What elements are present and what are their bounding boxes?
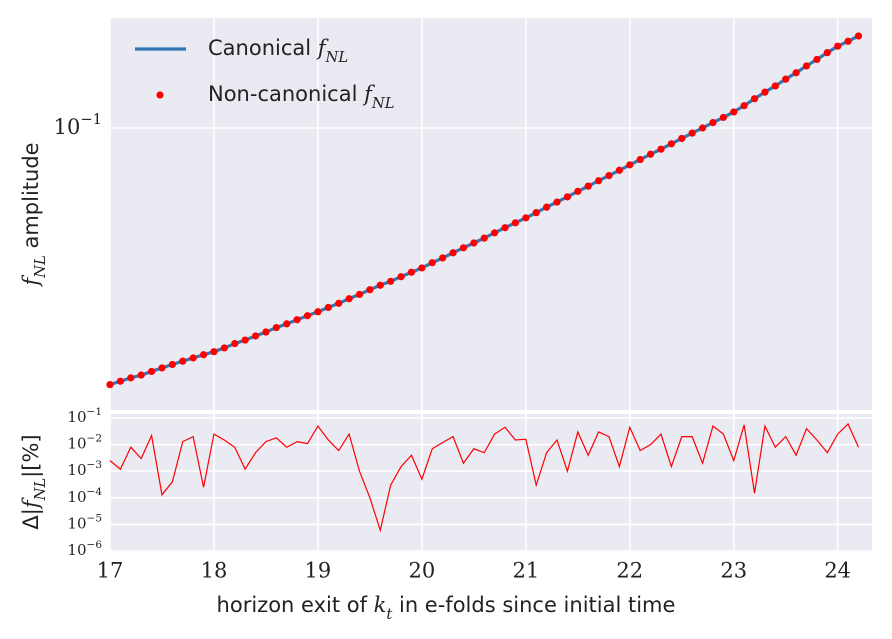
scatter-point	[626, 161, 634, 169]
scatter-point	[168, 360, 176, 369]
scatter-point	[220, 344, 228, 352]
scatter-point	[366, 286, 374, 294]
bottom-panel-bg	[110, 414, 872, 551]
y-tick-label: 10−2	[67, 433, 102, 453]
scatter-point	[678, 134, 686, 143]
scatter-point	[605, 171, 613, 180]
scatter-point	[761, 88, 769, 96]
scatter-point	[283, 320, 291, 328]
scatter-point	[782, 75, 790, 83]
x-axis-label: horizon exit of kt in e-folds since init…	[217, 593, 676, 623]
scatter-point	[335, 299, 343, 307]
y-tick-label: 10−4	[67, 486, 102, 506]
y-tick-label: 10−6	[67, 539, 102, 559]
scatter-point	[480, 234, 488, 242]
scatter-point	[543, 203, 551, 211]
scatter-point	[501, 224, 509, 232]
scatter-point	[262, 328, 270, 336]
x-tick-label: 20	[409, 559, 436, 583]
scatter-point	[407, 268, 416, 276]
scatter-point	[106, 381, 114, 389]
scatter-point	[646, 150, 655, 158]
y-axis-label: Δ|fNL|[%]	[19, 434, 49, 529]
y-tick-label: 10−3	[67, 459, 102, 479]
legend-marker	[156, 91, 164, 99]
scatter-point	[158, 364, 166, 372]
x-tick-label: 22	[616, 559, 643, 583]
x-tick-label: 21	[512, 559, 539, 583]
scatter-point	[636, 155, 644, 164]
x-tick-label: 19	[305, 559, 332, 583]
y-tick-label: 10−1	[54, 110, 102, 138]
scatter-point	[199, 351, 208, 359]
scatter-point	[428, 259, 436, 267]
scatter-point	[511, 219, 520, 227]
y-tick-label: 10−5	[67, 512, 102, 532]
scatter-point	[792, 69, 800, 77]
scatter-point	[137, 371, 145, 379]
series-line	[109, 422, 860, 533]
scatter-point	[844, 37, 852, 45]
scatter-point	[750, 95, 759, 103]
scatter-point	[293, 316, 301, 324]
scatter-point	[771, 82, 779, 90]
x-tick-label: 18	[201, 559, 228, 583]
scatter-point	[355, 290, 364, 298]
scatter-point	[116, 377, 124, 385]
scatter-point	[594, 177, 603, 185]
scatter-point	[241, 336, 249, 344]
scatter-point	[563, 193, 572, 201]
scatter-point	[303, 312, 312, 320]
scatter-point	[688, 129, 696, 137]
scatter-point	[834, 42, 842, 50]
scatter-point	[698, 124, 707, 132]
scatter-point	[491, 229, 499, 237]
x-tick-label: 24	[824, 559, 851, 583]
scatter-point	[802, 62, 811, 70]
scatter-point	[210, 348, 218, 356]
scatter-point	[251, 332, 260, 340]
scatter-point	[709, 119, 717, 127]
scatter-point	[657, 145, 665, 153]
scatter-point	[314, 308, 322, 316]
scatter-point	[813, 55, 821, 64]
scatter-point	[532, 209, 540, 217]
scatter-point	[324, 303, 332, 312]
scatter-point	[574, 187, 582, 195]
y-axis-label: fNL amplitude	[19, 142, 49, 287]
scatter-point	[439, 254, 447, 262]
scatter-point	[740, 102, 748, 110]
scatter-point	[667, 140, 675, 148]
scatter-point	[189, 354, 197, 362]
y-tick-label: 10−1	[67, 406, 102, 426]
scatter-point	[730, 108, 738, 116]
scatter-point	[553, 198, 561, 206]
scatter-point	[387, 277, 395, 285]
scatter-point	[459, 244, 468, 252]
x-tick-label: 17	[97, 559, 124, 583]
scatter-point	[584, 182, 592, 190]
scatter-point	[449, 249, 457, 257]
scatter-point	[719, 113, 727, 122]
scatter-point	[127, 374, 135, 382]
scatter-point	[345, 295, 353, 303]
scatter-point	[470, 239, 478, 247]
scatter-point	[615, 166, 623, 174]
scatter-point	[179, 357, 187, 365]
scatter-point	[854, 32, 863, 40]
x-tick-label: 23	[720, 559, 747, 583]
scatter-point	[823, 49, 831, 57]
scatter-point	[231, 339, 239, 348]
scatter-point	[376, 281, 384, 289]
scatter-point	[272, 323, 280, 332]
scatter-point	[147, 367, 156, 376]
scatter-point	[397, 273, 405, 281]
scatter-point	[522, 214, 530, 222]
scatter-point	[418, 264, 426, 272]
